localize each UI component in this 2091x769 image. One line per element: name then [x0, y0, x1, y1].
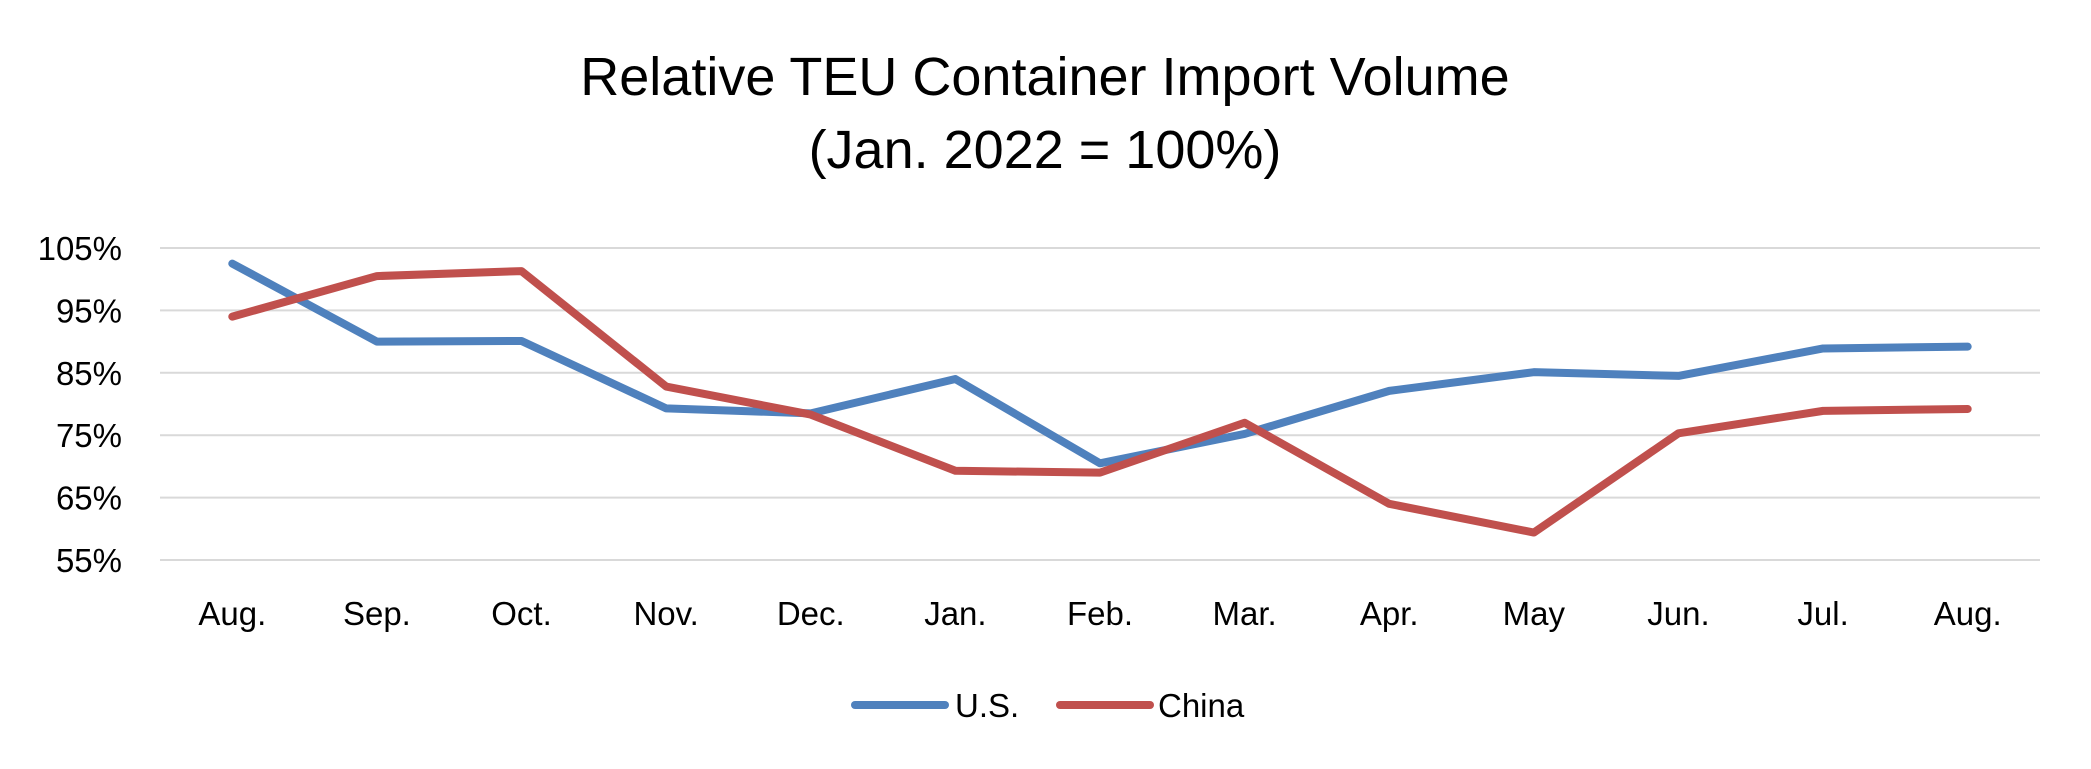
x-tick-label: Aug.	[198, 595, 266, 632]
y-tick-label: 85%	[56, 355, 122, 392]
chart-title-line-2: (Jan. 2022 = 100%)	[809, 120, 1282, 180]
x-tick-label: Aug.	[1934, 595, 2002, 632]
x-tick-label: Mar.	[1213, 595, 1277, 632]
x-axis-tick-labels: Aug. Sep. Oct. Nov. Dec. Jan. Feb. Mar. Apr. May J…	[198, 595, 2001, 632]
legend-label-china: China	[1158, 687, 1245, 724]
x-tick-label: Jun.	[1647, 595, 1709, 632]
x-tick-label: Feb.	[1067, 595, 1133, 632]
x-tick-label: Dec.	[777, 595, 845, 632]
y-tick-label: 75%	[56, 417, 122, 454]
y-axis-tick-labels: 55% 65% 75% 85% 95% 105%	[38, 230, 122, 579]
x-tick-label: Jan.	[924, 595, 986, 632]
y-tick-label: 55%	[56, 542, 122, 579]
series-lines	[228, 259, 1972, 537]
x-tick-label: Jul.	[1797, 595, 1848, 632]
x-tick-label: May	[1503, 595, 1566, 632]
series-line-china	[228, 267, 1972, 537]
y-tick-label: 95%	[56, 292, 122, 329]
x-tick-label: Nov.	[633, 595, 698, 632]
x-tick-label: Sep.	[343, 595, 411, 632]
series-line-u-s	[228, 259, 1972, 468]
legend-label-u-s: U.S.	[955, 687, 1019, 724]
chart-title-line-1: Relative TEU Container Import Volume	[580, 47, 1509, 107]
x-tick-label: Apr.	[1360, 595, 1419, 632]
gridlines	[160, 247, 2040, 561]
legend: U.S. China	[851, 687, 1245, 724]
y-tick-label: 105%	[38, 230, 122, 267]
x-tick-label: Oct.	[491, 595, 552, 632]
y-tick-label: 65%	[56, 480, 122, 517]
